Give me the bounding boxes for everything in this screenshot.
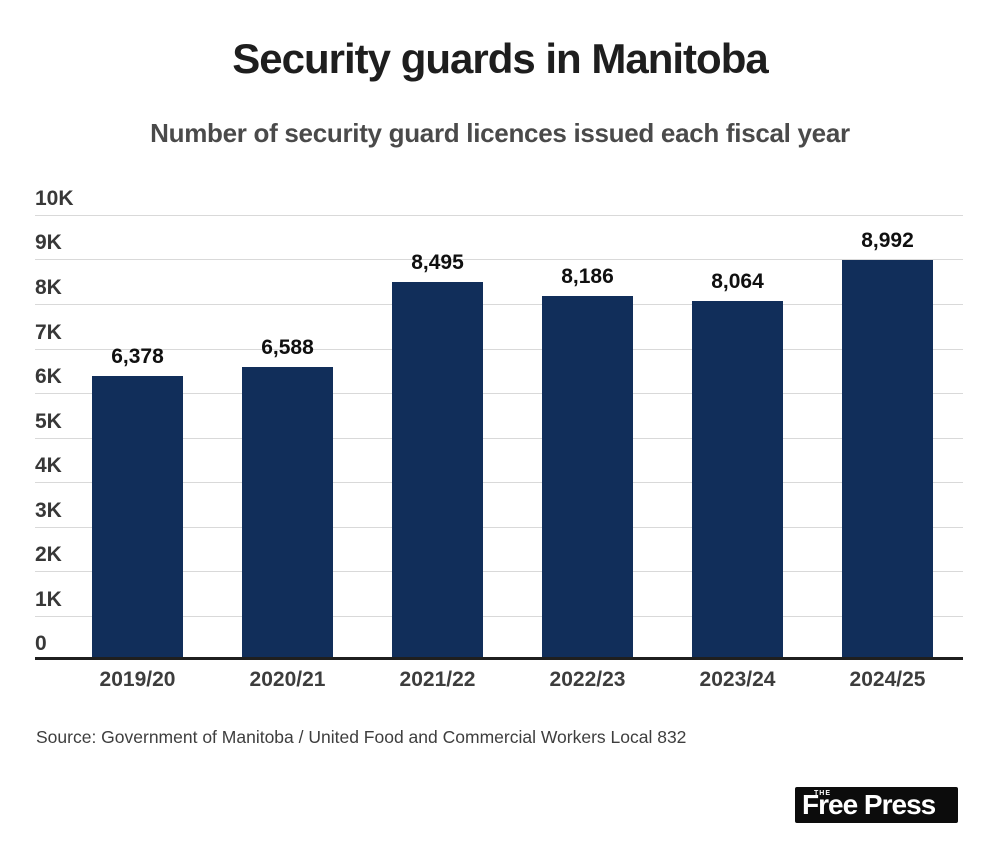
gridline-1K xyxy=(35,616,963,617)
source-attribution: Source: Government of Manitoba / United … xyxy=(36,727,687,747)
gridline-4K xyxy=(35,482,963,483)
gridline-8K xyxy=(35,304,963,305)
bar-2024/25 xyxy=(842,260,933,660)
y-tick-label-4K: 4K xyxy=(35,454,62,477)
x-tick-label-2021/22: 2021/22 xyxy=(399,668,476,691)
bar-2022/23 xyxy=(542,296,633,660)
gridline-7K xyxy=(35,349,963,350)
gridline-10K xyxy=(35,215,963,216)
gridline-3K xyxy=(35,527,963,528)
y-tick-label-7K: 7K xyxy=(35,321,62,344)
y-tick-label-8K: 8K xyxy=(35,276,62,299)
y-tick-label-10K: 10K xyxy=(35,187,74,210)
chart-subtitle: Number of security guard licences issued… xyxy=(150,118,850,148)
y-tick-label-3K: 3K xyxy=(35,499,62,522)
bar-2021/22 xyxy=(392,282,483,660)
x-tick-label-2019/20: 2019/20 xyxy=(99,668,176,691)
gridline-2K xyxy=(35,571,963,572)
free-press-logo: THE Free Press xyxy=(795,787,958,823)
bar-value-label-2019/20: 6,378 xyxy=(111,345,164,368)
gridline-6K xyxy=(35,393,963,394)
y-tick-label-9K: 9K xyxy=(35,231,62,254)
logo-the-label: THE xyxy=(814,790,831,797)
x-tick-label-2024/25: 2024/25 xyxy=(849,668,926,691)
plot-area: 0 1K 2K 3K 4K 5K 6K 7K 8K 9K 10K 6,378 2019/20 6,588 2… xyxy=(35,187,963,691)
y-tick-label-0: 0 xyxy=(35,632,47,655)
x-tick-label-2023/24: 2023/24 xyxy=(699,668,776,691)
y-tick-label-6K: 6K xyxy=(35,365,62,388)
bar-value-label-2022/23: 8,186 xyxy=(561,265,614,288)
gridline-5K xyxy=(35,438,963,439)
logo-name-label: Free Press xyxy=(802,789,936,820)
x-axis-line xyxy=(35,657,963,660)
chart-title: Security guards in Manitoba xyxy=(232,35,768,82)
bar-2020/21 xyxy=(242,367,333,660)
bar-value-label-2024/25: 8,992 xyxy=(861,229,914,252)
x-tick-label-2020/21: 2020/21 xyxy=(249,668,326,691)
bar-2019/20 xyxy=(92,376,183,660)
bar-value-label-2020/21: 6,588 xyxy=(261,336,314,359)
x-tick-label-2022/23: 2022/23 xyxy=(549,668,626,691)
bar-2023/24 xyxy=(692,301,783,660)
y-tick-label-2K: 2K xyxy=(35,543,62,566)
y-tick-label-1K: 1K xyxy=(35,588,62,611)
gridline-9K xyxy=(35,259,963,260)
bar-value-label-2021/22: 8,495 xyxy=(411,251,464,274)
bar-value-label-2023/24: 8,064 xyxy=(711,270,764,293)
y-tick-label-5K: 5K xyxy=(35,410,62,433)
